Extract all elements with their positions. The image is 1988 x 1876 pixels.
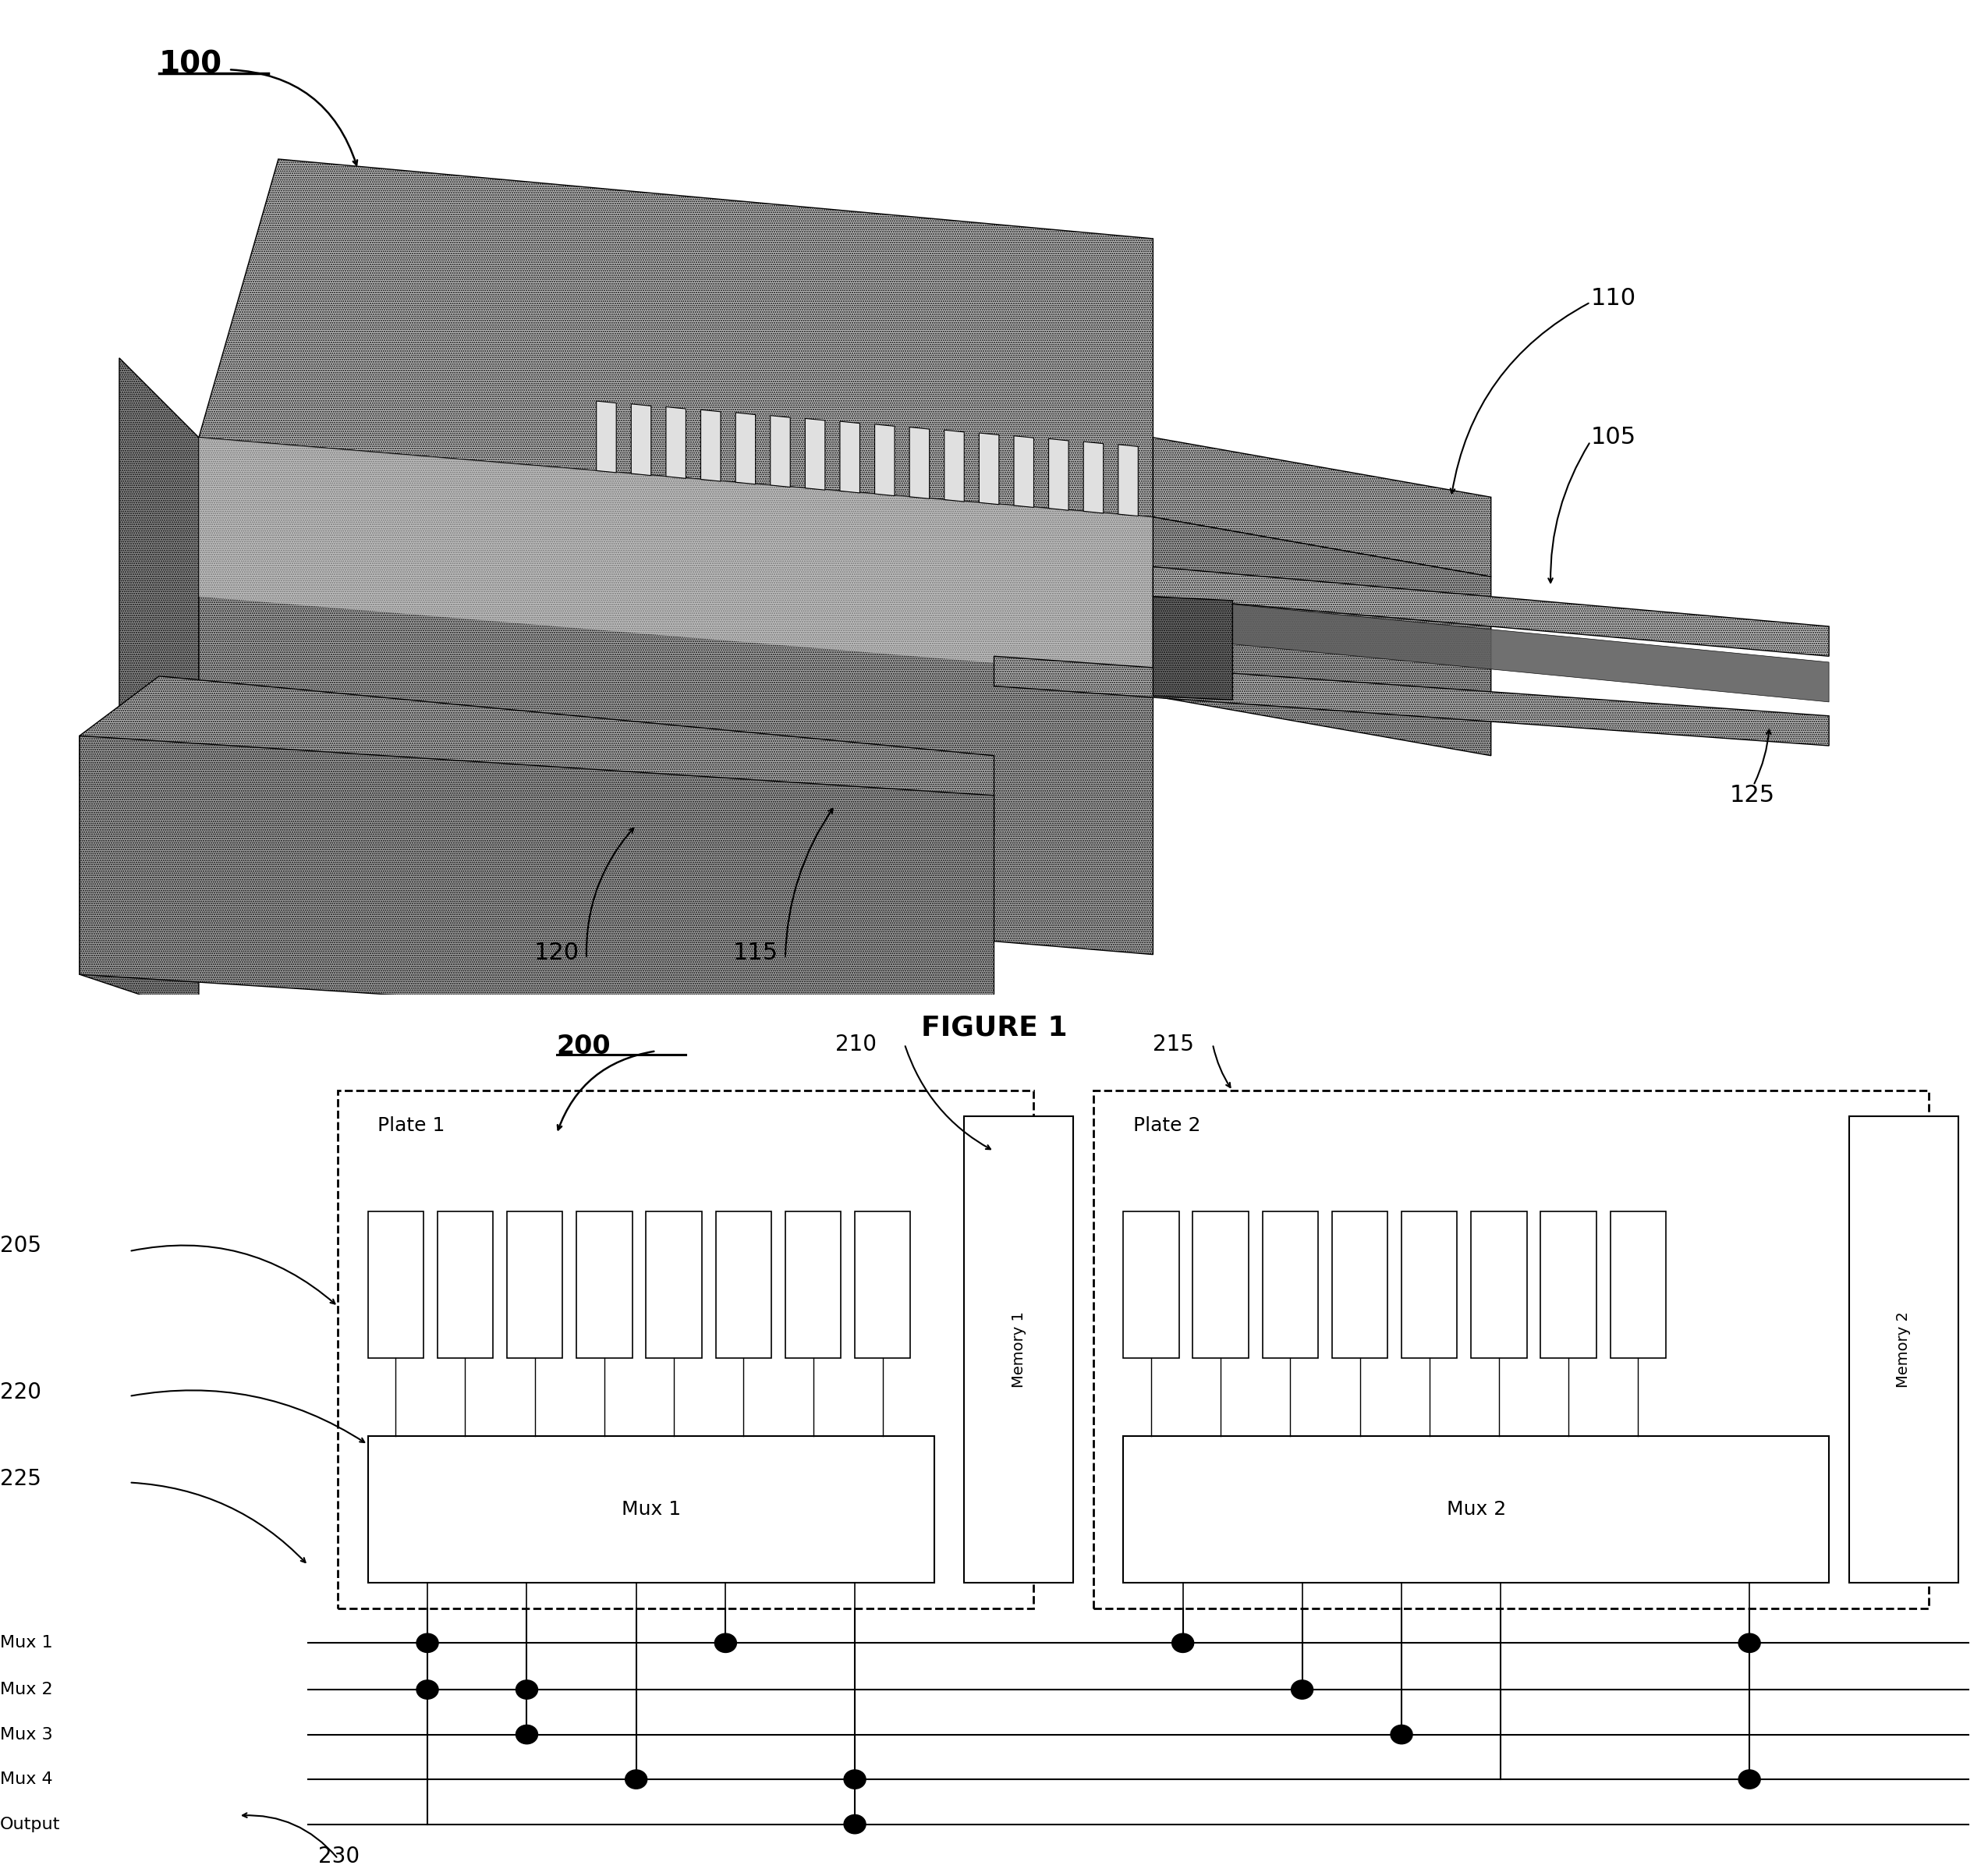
Bar — [646, 1212, 702, 1358]
Circle shape — [1740, 1634, 1761, 1653]
Text: Memory 1: Memory 1 — [1012, 1311, 1026, 1388]
Text: 210: 210 — [835, 1034, 877, 1056]
Text: 115: 115 — [734, 942, 777, 964]
Polygon shape — [1153, 437, 1491, 576]
Bar — [577, 1212, 632, 1358]
Bar — [855, 1212, 911, 1358]
Text: 125: 125 — [1730, 784, 1775, 807]
Circle shape — [1392, 1726, 1411, 1745]
Bar — [507, 1212, 563, 1358]
Polygon shape — [875, 424, 895, 495]
Text: 105: 105 — [1590, 426, 1636, 448]
Text: Mux 2: Mux 2 — [1447, 1501, 1505, 1518]
Polygon shape — [944, 430, 964, 501]
Circle shape — [843, 1814, 867, 1833]
Polygon shape — [199, 437, 1153, 955]
Polygon shape — [1153, 518, 1491, 756]
Bar — [368, 1435, 934, 1583]
Text: Mux 4: Mux 4 — [0, 1771, 54, 1788]
Polygon shape — [1117, 445, 1137, 516]
Text: Mux 3: Mux 3 — [0, 1726, 54, 1743]
Text: 225: 225 — [0, 1469, 42, 1490]
Bar — [1471, 1212, 1527, 1358]
Polygon shape — [1153, 597, 1233, 700]
Polygon shape — [994, 657, 1829, 747]
Circle shape — [843, 1769, 867, 1790]
Polygon shape — [80, 735, 199, 1015]
Polygon shape — [119, 358, 199, 874]
Polygon shape — [199, 437, 1153, 675]
Text: 110: 110 — [1590, 287, 1636, 310]
Text: Plate 1: Plate 1 — [378, 1116, 445, 1135]
Polygon shape — [1153, 567, 1829, 657]
Polygon shape — [80, 675, 994, 835]
Bar — [338, 1090, 1034, 1608]
Text: Output: Output — [0, 1816, 60, 1833]
Bar — [1123, 1212, 1179, 1358]
Polygon shape — [771, 415, 791, 488]
Polygon shape — [1083, 441, 1103, 514]
Bar — [1262, 1212, 1318, 1358]
Circle shape — [624, 1769, 648, 1790]
Circle shape — [714, 1634, 736, 1653]
Polygon shape — [199, 159, 1153, 518]
Text: Mux 2: Mux 2 — [0, 1681, 54, 1698]
Bar — [1093, 1090, 1928, 1608]
Text: 205: 205 — [0, 1234, 42, 1257]
Polygon shape — [700, 409, 720, 482]
Text: Mux 1: Mux 1 — [0, 1636, 54, 1651]
Text: 230: 230 — [318, 1846, 360, 1867]
Polygon shape — [839, 422, 859, 493]
Polygon shape — [80, 735, 994, 1034]
Bar — [1541, 1212, 1596, 1358]
Polygon shape — [1050, 439, 1070, 510]
Polygon shape — [978, 433, 998, 505]
Bar — [1402, 1212, 1457, 1358]
Bar — [1332, 1212, 1388, 1358]
Bar — [1193, 1212, 1248, 1358]
Circle shape — [1171, 1634, 1193, 1653]
Polygon shape — [1014, 435, 1034, 507]
Circle shape — [417, 1634, 437, 1653]
Text: 215: 215 — [1153, 1034, 1195, 1056]
Bar — [437, 1212, 493, 1358]
Text: 200: 200 — [557, 1034, 610, 1060]
Text: Plate 2: Plate 2 — [1133, 1116, 1201, 1135]
Circle shape — [1740, 1769, 1761, 1790]
Circle shape — [1292, 1681, 1314, 1700]
Text: 220: 220 — [0, 1383, 42, 1403]
Circle shape — [417, 1681, 437, 1700]
Text: FIGURE 1: FIGURE 1 — [920, 1015, 1068, 1041]
Circle shape — [517, 1726, 537, 1745]
Text: Memory 2: Memory 2 — [1897, 1311, 1910, 1388]
Polygon shape — [666, 407, 686, 478]
Circle shape — [517, 1681, 537, 1700]
Polygon shape — [911, 428, 930, 499]
Bar — [1123, 1435, 1829, 1583]
Bar — [964, 1116, 1074, 1583]
Bar — [716, 1212, 771, 1358]
Text: 120: 120 — [535, 942, 579, 964]
Polygon shape — [632, 403, 652, 475]
Text: 100: 100 — [159, 49, 223, 79]
Bar — [1610, 1212, 1666, 1358]
Polygon shape — [1153, 597, 1829, 702]
Bar — [368, 1212, 423, 1358]
Bar — [785, 1212, 841, 1358]
Bar — [1849, 1116, 1958, 1583]
Polygon shape — [596, 401, 616, 473]
Text: Mux 1: Mux 1 — [622, 1501, 680, 1518]
Polygon shape — [736, 413, 755, 484]
Polygon shape — [805, 418, 825, 490]
